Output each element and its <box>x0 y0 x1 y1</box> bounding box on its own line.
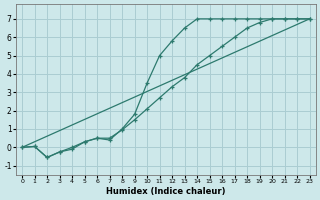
X-axis label: Humidex (Indice chaleur): Humidex (Indice chaleur) <box>106 187 226 196</box>
